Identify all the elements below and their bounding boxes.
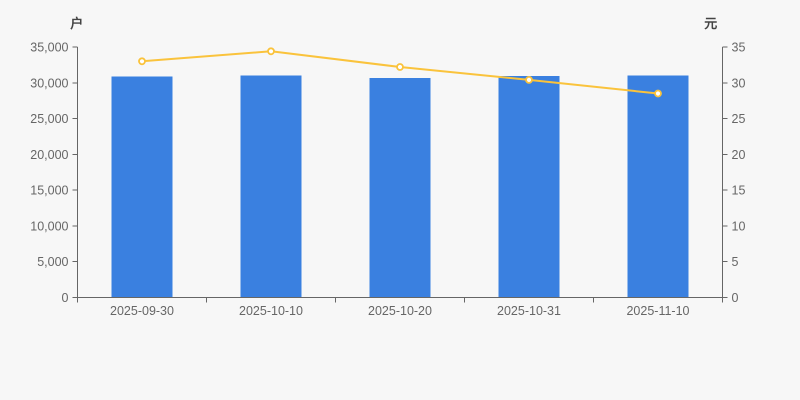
y-axis-left-tick-label: 20,000 — [30, 148, 68, 162]
y-axis-right-tick-label: 20 — [732, 148, 746, 162]
left-axis-unit-label: 户 — [70, 16, 84, 31]
y-axis-left-tick-label: 0 — [62, 291, 69, 305]
x-axis-category-label: 2025-10-20 — [368, 304, 432, 318]
line-point[interactable] — [267, 47, 275, 56]
line-point[interactable] — [525, 76, 533, 84]
bar[interactable] — [369, 77, 431, 298]
x-axis-category-label: 2025-10-31 — [497, 304, 561, 318]
bar[interactable] — [627, 75, 689, 298]
line-point[interactable] — [396, 63, 404, 71]
y-axis-right-tick-label: 30 — [732, 76, 746, 90]
right-axis-unit-label: 元 — [704, 16, 718, 31]
y-axis-left-tick-label: 15,000 — [30, 184, 68, 198]
y-axis-right-tick-label: 10 — [732, 219, 746, 233]
y-axis-left-tick-label: 30,000 — [30, 76, 68, 90]
bar[interactable] — [498, 76, 560, 298]
y-axis-left-tick-label: 5,000 — [37, 255, 68, 269]
y-axis-left-tick-label: 25,000 — [30, 112, 68, 126]
y-axis-right-tick-label: 15 — [732, 184, 746, 198]
bar[interactable] — [111, 76, 173, 298]
y-axis-right-tick-label: 35 — [732, 41, 746, 55]
y-axis-right-tick-label: 5 — [732, 255, 739, 269]
y-axis-right-tick-label: 25 — [732, 112, 746, 126]
x-axis-category-label: 2025-10-10 — [239, 304, 303, 318]
line-point[interactable] — [138, 57, 146, 66]
x-axis-category-label: 2025-11-10 — [626, 304, 689, 318]
bar[interactable] — [240, 75, 302, 298]
y-axis-right-tick-label: 0 — [732, 291, 739, 305]
x-axis-category-label: 2025-09-30 — [110, 304, 174, 318]
line-point[interactable] — [654, 89, 662, 98]
y-axis-left-tick-label: 10,000 — [30, 219, 68, 233]
y-axis-left-tick-label: 35,000 — [30, 41, 68, 55]
